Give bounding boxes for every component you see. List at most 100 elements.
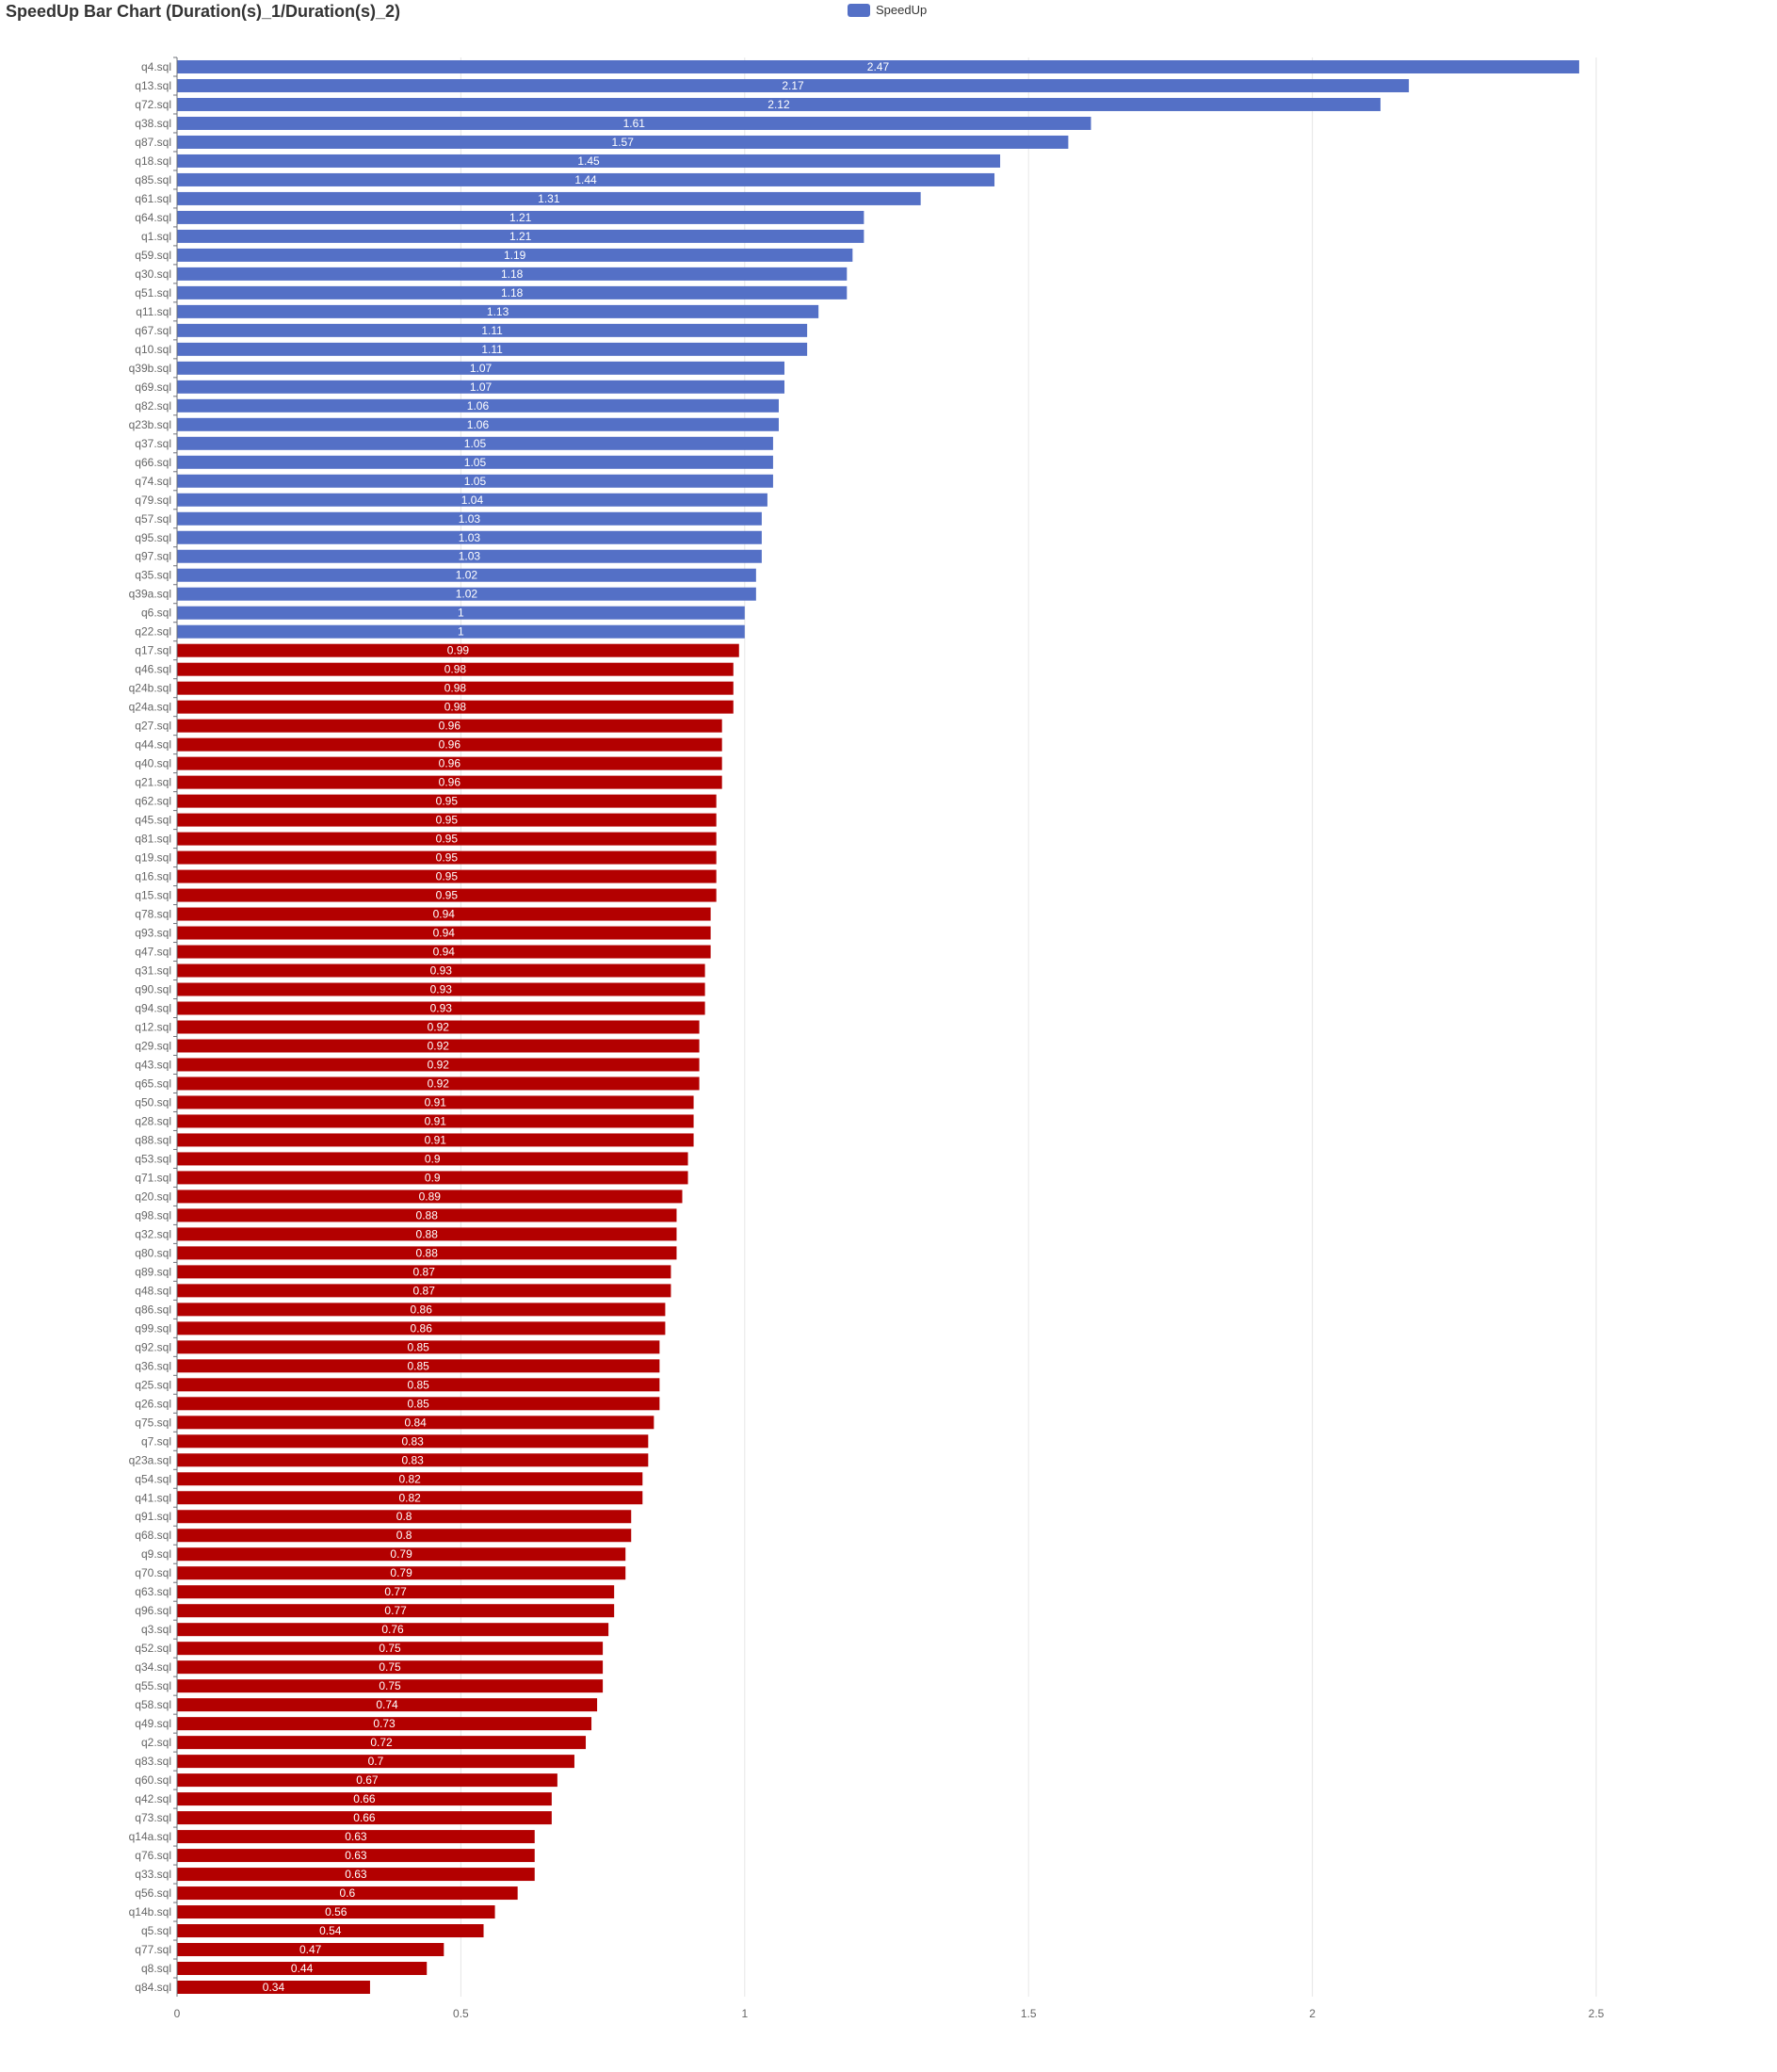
bar[interactable] (177, 1020, 700, 1034)
bar[interactable] (177, 1698, 598, 1712)
bar[interactable] (177, 1114, 694, 1128)
bar[interactable] (177, 643, 739, 657)
bar[interactable] (177, 154, 1001, 168)
bar[interactable] (177, 1265, 671, 1279)
bar[interactable] (177, 1171, 688, 1185)
bar[interactable] (177, 1717, 592, 1731)
bar[interactable] (177, 907, 711, 921)
bar[interactable] (177, 1510, 632, 1524)
bar[interactable] (177, 775, 722, 789)
bar[interactable] (177, 1604, 615, 1618)
bar[interactable] (177, 1962, 428, 1976)
bar[interactable] (177, 1039, 700, 1053)
bar[interactable] (177, 963, 705, 978)
bar[interactable] (177, 1058, 700, 1072)
bar[interactable] (177, 756, 722, 770)
bar[interactable] (177, 1642, 604, 1656)
bar[interactable] (177, 700, 734, 714)
bar[interactable] (177, 1434, 649, 1449)
bar[interactable] (177, 1416, 654, 1430)
bar[interactable] (177, 1340, 660, 1354)
bar[interactable] (177, 1453, 649, 1467)
bar[interactable] (177, 78, 1410, 92)
bar[interactable] (177, 417, 779, 431)
bar[interactable] (177, 248, 853, 262)
bar[interactable] (177, 1359, 660, 1373)
bar[interactable] (177, 982, 705, 996)
bar[interactable] (177, 1246, 677, 1260)
bar[interactable] (177, 1905, 495, 1919)
bar[interactable] (177, 794, 717, 808)
bar[interactable] (177, 1303, 666, 1317)
bar[interactable] (177, 1491, 643, 1505)
bar[interactable] (177, 172, 995, 186)
bar[interactable] (177, 1208, 677, 1222)
bar[interactable] (177, 191, 921, 205)
bar[interactable] (177, 361, 784, 375)
bar[interactable] (177, 59, 1579, 73)
bar[interactable] (177, 549, 762, 563)
bar[interactable] (177, 1868, 535, 1882)
bar[interactable] (177, 1190, 683, 1204)
bar[interactable] (177, 493, 767, 507)
bar[interactable] (177, 1660, 604, 1675)
bar[interactable] (177, 530, 762, 544)
bar[interactable] (177, 1076, 700, 1091)
bar[interactable] (177, 1623, 609, 1637)
bar[interactable] (177, 1133, 694, 1147)
bar[interactable] (177, 1679, 604, 1693)
bar[interactable] (177, 737, 722, 752)
bar[interactable] (177, 1321, 666, 1335)
bar[interactable] (177, 1566, 626, 1580)
bar[interactable] (177, 1849, 535, 1863)
bar[interactable] (177, 624, 745, 639)
bar[interactable] (177, 436, 773, 450)
bar[interactable] (177, 662, 734, 676)
bar[interactable] (177, 323, 808, 337)
bar[interactable] (177, 1472, 643, 1486)
bar[interactable] (177, 1095, 694, 1109)
bar[interactable] (177, 1755, 574, 1769)
bar[interactable] (177, 116, 1091, 130)
bar[interactable] (177, 869, 717, 883)
bar[interactable] (177, 606, 745, 620)
bar[interactable] (177, 1397, 660, 1411)
bar[interactable] (177, 681, 734, 695)
bar[interactable] (177, 210, 864, 224)
bar[interactable] (177, 1924, 484, 1938)
bar[interactable] (177, 474, 773, 488)
bar[interactable] (177, 1811, 552, 1825)
bar[interactable] (177, 1001, 705, 1015)
legend[interactable]: SpeedUp (848, 3, 927, 17)
bar[interactable] (177, 945, 711, 959)
bar[interactable] (177, 888, 717, 902)
bar[interactable] (177, 1886, 518, 1901)
bar[interactable] (177, 1585, 615, 1599)
bar[interactable] (177, 1981, 370, 1995)
bar[interactable] (177, 267, 848, 281)
bar[interactable] (177, 285, 848, 299)
bar[interactable] (177, 1943, 444, 1957)
bar[interactable] (177, 1736, 587, 1750)
bar[interactable] (177, 455, 773, 469)
bar[interactable] (177, 304, 819, 318)
bar[interactable] (177, 1152, 688, 1166)
bar[interactable] (177, 1547, 626, 1562)
bar[interactable] (177, 398, 779, 413)
bar[interactable] (177, 511, 762, 526)
bar[interactable] (177, 1378, 660, 1392)
bar[interactable] (177, 1227, 677, 1241)
bar[interactable] (177, 1792, 552, 1806)
bar[interactable] (177, 850, 717, 865)
bar[interactable] (177, 97, 1381, 111)
bar[interactable] (177, 1830, 535, 1844)
bar[interactable] (177, 1529, 632, 1543)
bar[interactable] (177, 1284, 671, 1298)
bar[interactable] (177, 587, 756, 601)
bar[interactable] (177, 813, 717, 827)
bar[interactable] (177, 229, 864, 243)
bar[interactable] (177, 832, 717, 846)
bar[interactable] (177, 342, 808, 356)
bar[interactable] (177, 568, 756, 582)
bar[interactable] (177, 380, 784, 394)
